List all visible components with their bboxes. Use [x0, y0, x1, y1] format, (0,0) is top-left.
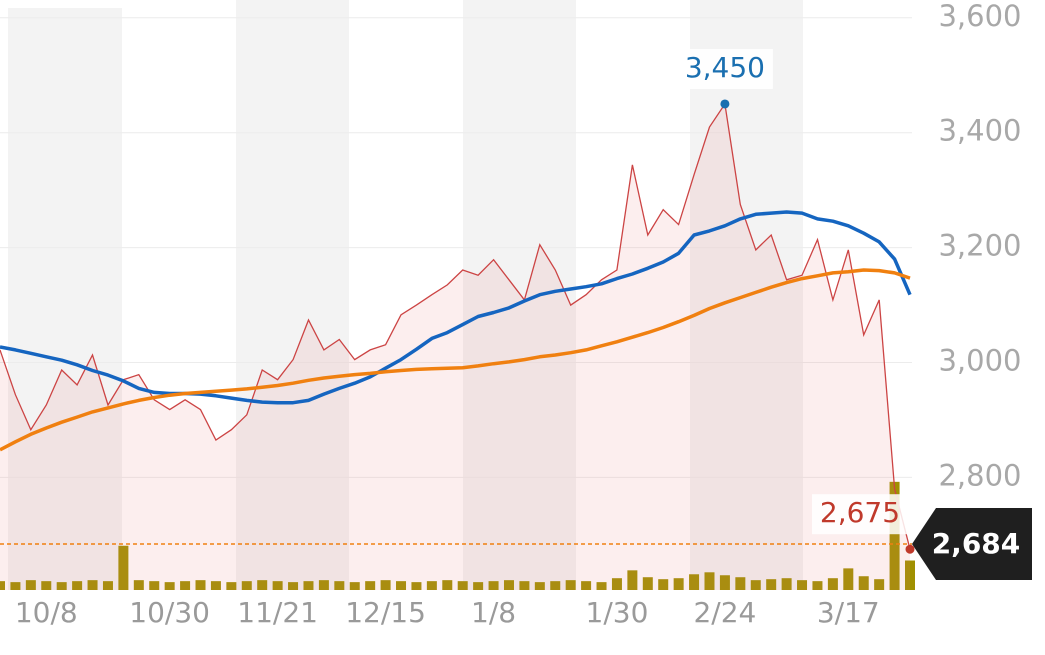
y-tick-label: 3,600	[938, 0, 1021, 33]
volume-bar	[241, 581, 252, 590]
volume-bar	[349, 582, 360, 590]
label-dot	[720, 99, 730, 109]
volume-bar	[288, 582, 299, 590]
moving-average-line	[0, 268, 911, 452]
x-tick-label: 1/8	[471, 596, 516, 629]
volume-bar	[611, 578, 622, 590]
volume-bar	[843, 568, 854, 590]
current-price-label: 2,684	[932, 527, 1021, 560]
volume-bar	[719, 575, 730, 590]
volume-bar	[133, 580, 144, 590]
volume-bar	[87, 580, 98, 590]
volume-bar	[149, 581, 160, 590]
price-line	[0, 102, 911, 550]
volume-bar	[102, 581, 113, 590]
volume-bar	[10, 582, 21, 590]
volume-bar	[195, 580, 206, 590]
volume-bar	[334, 581, 345, 590]
volume-bar	[72, 581, 83, 590]
x-tick-label: 11/21	[237, 596, 318, 629]
x-tick-label: 1/30	[586, 596, 649, 629]
volume-bar	[673, 578, 684, 590]
volume-bar	[596, 582, 607, 590]
volume-bar	[658, 579, 669, 590]
volume-bar	[642, 577, 653, 590]
volume-bar	[318, 580, 329, 590]
volume-bar	[180, 581, 191, 590]
label-background	[676, 48, 773, 89]
moving-average-line	[0, 210, 912, 405]
y-tick-label: 3,200	[938, 229, 1021, 263]
volume-bar	[442, 580, 453, 590]
volume-bar	[365, 581, 376, 590]
volume-bar	[627, 570, 638, 590]
y-tick-label: 3,400	[938, 114, 1021, 148]
volume-bar	[858, 576, 869, 590]
volume-bar	[118, 545, 129, 590]
volume-bar	[41, 581, 52, 590]
volume-bar	[56, 582, 67, 590]
volume-bar	[25, 580, 36, 590]
current-price-tag	[912, 508, 1032, 581]
volume-bar	[0, 581, 5, 590]
x-tick-label: 2/24	[693, 596, 756, 629]
volume-bar	[689, 574, 700, 590]
volume-bar	[581, 581, 592, 590]
value-label: 3,450	[685, 51, 765, 84]
volume-bar	[827, 578, 838, 590]
volume-bar	[164, 582, 175, 590]
volume-bar	[519, 581, 530, 590]
x-tick-label: 3/17	[817, 596, 880, 629]
volume-bar	[396, 581, 407, 590]
volume-bar	[257, 580, 268, 590]
volume-bar	[550, 581, 561, 590]
volume-bar	[874, 579, 885, 590]
label-background	[812, 494, 908, 535]
label-dot	[905, 544, 915, 554]
volume-bar	[457, 581, 468, 590]
volume-bar	[812, 581, 823, 590]
x-tick-label: 10/30	[129, 596, 210, 629]
volume-bar	[750, 580, 761, 590]
volume-bar	[797, 580, 808, 590]
volume-bar	[473, 582, 484, 590]
price-area	[0, 104, 910, 590]
volume-bar	[781, 578, 792, 590]
volume-bar	[210, 581, 221, 590]
band	[8, 8, 122, 590]
volume-bar	[735, 577, 746, 590]
volume-bar	[380, 580, 391, 590]
volume-bar	[534, 582, 545, 590]
background-bands	[8, 0, 803, 590]
volume-bar	[889, 481, 900, 590]
value-label: 2,675	[820, 496, 900, 529]
volume-bar	[303, 581, 314, 590]
volume-bar	[272, 581, 283, 590]
x-tick-label: 10/8	[15, 596, 78, 629]
volume-bar	[905, 560, 915, 590]
volume-bar	[426, 581, 437, 590]
y-tick-label: 3,000	[938, 344, 1021, 378]
volume-bar	[704, 572, 715, 590]
volume-bar	[226, 582, 237, 590]
volume-bar	[411, 582, 422, 590]
band	[463, 0, 576, 590]
band	[236, 0, 349, 590]
volume-bar	[565, 580, 576, 590]
volume-bar	[766, 579, 777, 590]
volume-bar	[503, 580, 514, 590]
volume-bar	[488, 581, 499, 590]
y-tick-label: 2,800	[938, 458, 1021, 492]
x-tick-label: 12/15	[345, 596, 426, 629]
